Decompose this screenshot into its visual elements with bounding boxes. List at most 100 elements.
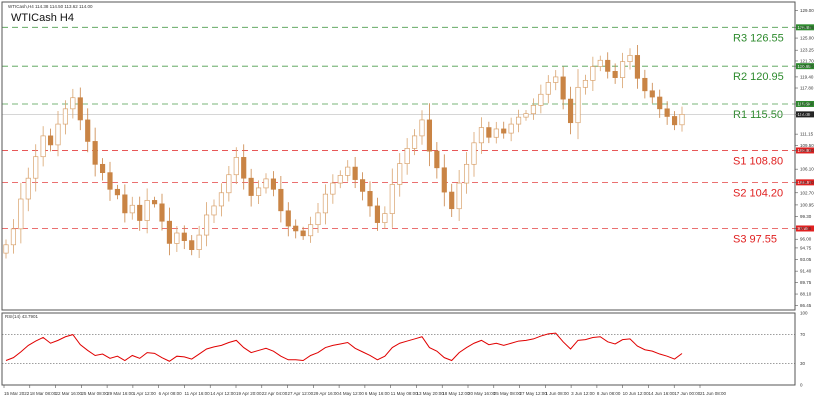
candle-body	[330, 182, 336, 195]
price-tick-label: 94.75	[800, 245, 812, 250]
level-price-tag-text: 108.80	[798, 148, 812, 153]
candle-body	[263, 178, 269, 189]
candle-body	[129, 204, 135, 214]
candle-body	[567, 98, 574, 124]
time-tick-label: 20 May 16:00	[468, 391, 496, 396]
candle-body	[501, 128, 507, 134]
time-tick-label: 27 May 12:00	[520, 391, 548, 396]
level-price-tag-r2	[796, 63, 814, 70]
level-price-tag-text: 104.20	[798, 180, 812, 185]
price-tick-label: 106.10	[800, 167, 814, 172]
current-price-tag	[796, 111, 814, 118]
time-tick-label: 4 May 12:00	[339, 391, 364, 396]
candle-body	[137, 204, 143, 221]
rsi-tick-label: 0	[800, 383, 803, 388]
time-tick-label: 14 Apr 12:00	[210, 391, 236, 396]
candle-body	[657, 96, 663, 110]
candle-body	[33, 156, 39, 179]
time-tick-label: 10 Jun 12:00	[623, 391, 650, 396]
candle-body	[374, 205, 381, 223]
candle-body	[211, 205, 217, 216]
candle-body	[196, 234, 202, 250]
time-tick-label: 3 Jun 12:00	[571, 391, 595, 396]
price-tick-label: 123.25	[800, 48, 814, 53]
candle-body	[166, 220, 173, 244]
level-label-r1: R1 115.50	[733, 109, 783, 121]
price-tick-label: 96.00	[800, 237, 812, 242]
price-tick-label: 111.15	[800, 132, 814, 137]
price-tick-label: 100.95	[800, 202, 814, 207]
candle-body	[218, 192, 225, 207]
candle-body	[456, 182, 462, 210]
rsi-panel-frame	[1, 312, 796, 386]
candle-body	[189, 240, 195, 250]
candle-body	[322, 193, 329, 214]
candle-body	[449, 191, 455, 210]
candle-body	[538, 93, 544, 106]
time-tick-label: 8 Jun 08:00	[597, 391, 621, 396]
candle-body	[612, 71, 618, 78]
candle-body	[255, 187, 262, 196]
candle-body	[679, 114, 685, 126]
price-tick-label: 97.55	[800, 226, 812, 231]
time-tick-label: 6 Apr 08:00	[159, 391, 183, 396]
candle-body	[419, 119, 425, 137]
price-tick-label: 99.30	[800, 214, 812, 219]
time-tick-label: 27 Apr 12:00	[288, 391, 314, 396]
candle-body	[367, 191, 373, 207]
time-tick-label: 17 Jun 00:00	[674, 391, 701, 396]
candle-body	[40, 135, 46, 158]
candle-body	[426, 119, 433, 152]
candle-body	[523, 113, 529, 118]
candle-body	[508, 123, 514, 134]
candle-body	[397, 163, 403, 185]
candle-body	[382, 213, 388, 223]
candle-body	[575, 86, 581, 124]
level-label-s1: S1 108.80	[733, 155, 783, 167]
time-tick-label: 22 Apr 04:00	[262, 391, 288, 396]
price-tick-label: 108.80	[800, 148, 814, 153]
level-price-tag-r3	[796, 24, 814, 31]
candle-body	[463, 163, 470, 184]
price-tick-label: 129.00	[800, 8, 814, 13]
candle-body	[293, 225, 299, 232]
time-tick-label: 25 Mar 08:00	[81, 391, 108, 396]
main-panel-frame	[1, 1, 796, 311]
price-tick-label: 119.40	[800, 74, 814, 79]
time-tick-label: 18 Mar 08:00	[30, 391, 57, 396]
candle-body	[285, 210, 291, 227]
candle-body	[627, 55, 633, 63]
time-tick-label: 1 Apr 12:00	[133, 391, 157, 396]
candle-body	[203, 214, 210, 236]
level-price-tag-r1	[796, 100, 814, 107]
price-tick-label: 109.50	[800, 143, 814, 148]
candle-body	[642, 77, 648, 92]
price-tick-label: 86.45	[800, 303, 812, 308]
price-tick-label: 114.00	[800, 112, 814, 117]
candle-body	[352, 166, 358, 180]
rsi-tick-label: 70	[800, 332, 806, 337]
price-tick-label: 120.95	[800, 64, 814, 69]
candle-body	[649, 90, 655, 98]
candle-body	[233, 157, 239, 176]
candle-body	[47, 135, 54, 146]
candle-body	[278, 188, 284, 212]
candle-body	[560, 76, 566, 100]
candle-body	[389, 184, 395, 214]
candle-body	[300, 230, 306, 237]
candle-body	[553, 76, 559, 83]
candle-body	[248, 177, 254, 196]
chart-title: WTICash H4	[11, 12, 74, 24]
level-price-tag-s2	[796, 179, 814, 186]
candle-body	[605, 59, 611, 72]
price-tick-label: 117.80	[800, 86, 814, 91]
price-tick-label: 91.40	[800, 269, 812, 274]
level-price-tag-s1	[796, 147, 814, 154]
candle-body	[337, 175, 343, 184]
time-tick-label: 13 May 20:00	[416, 391, 444, 396]
symbol-info: WTICash,H4 114.38 114.50 113.62 114.00	[8, 4, 93, 9]
time-tick-label: 11 May 08:00	[391, 391, 418, 396]
candle-body	[10, 228, 17, 246]
